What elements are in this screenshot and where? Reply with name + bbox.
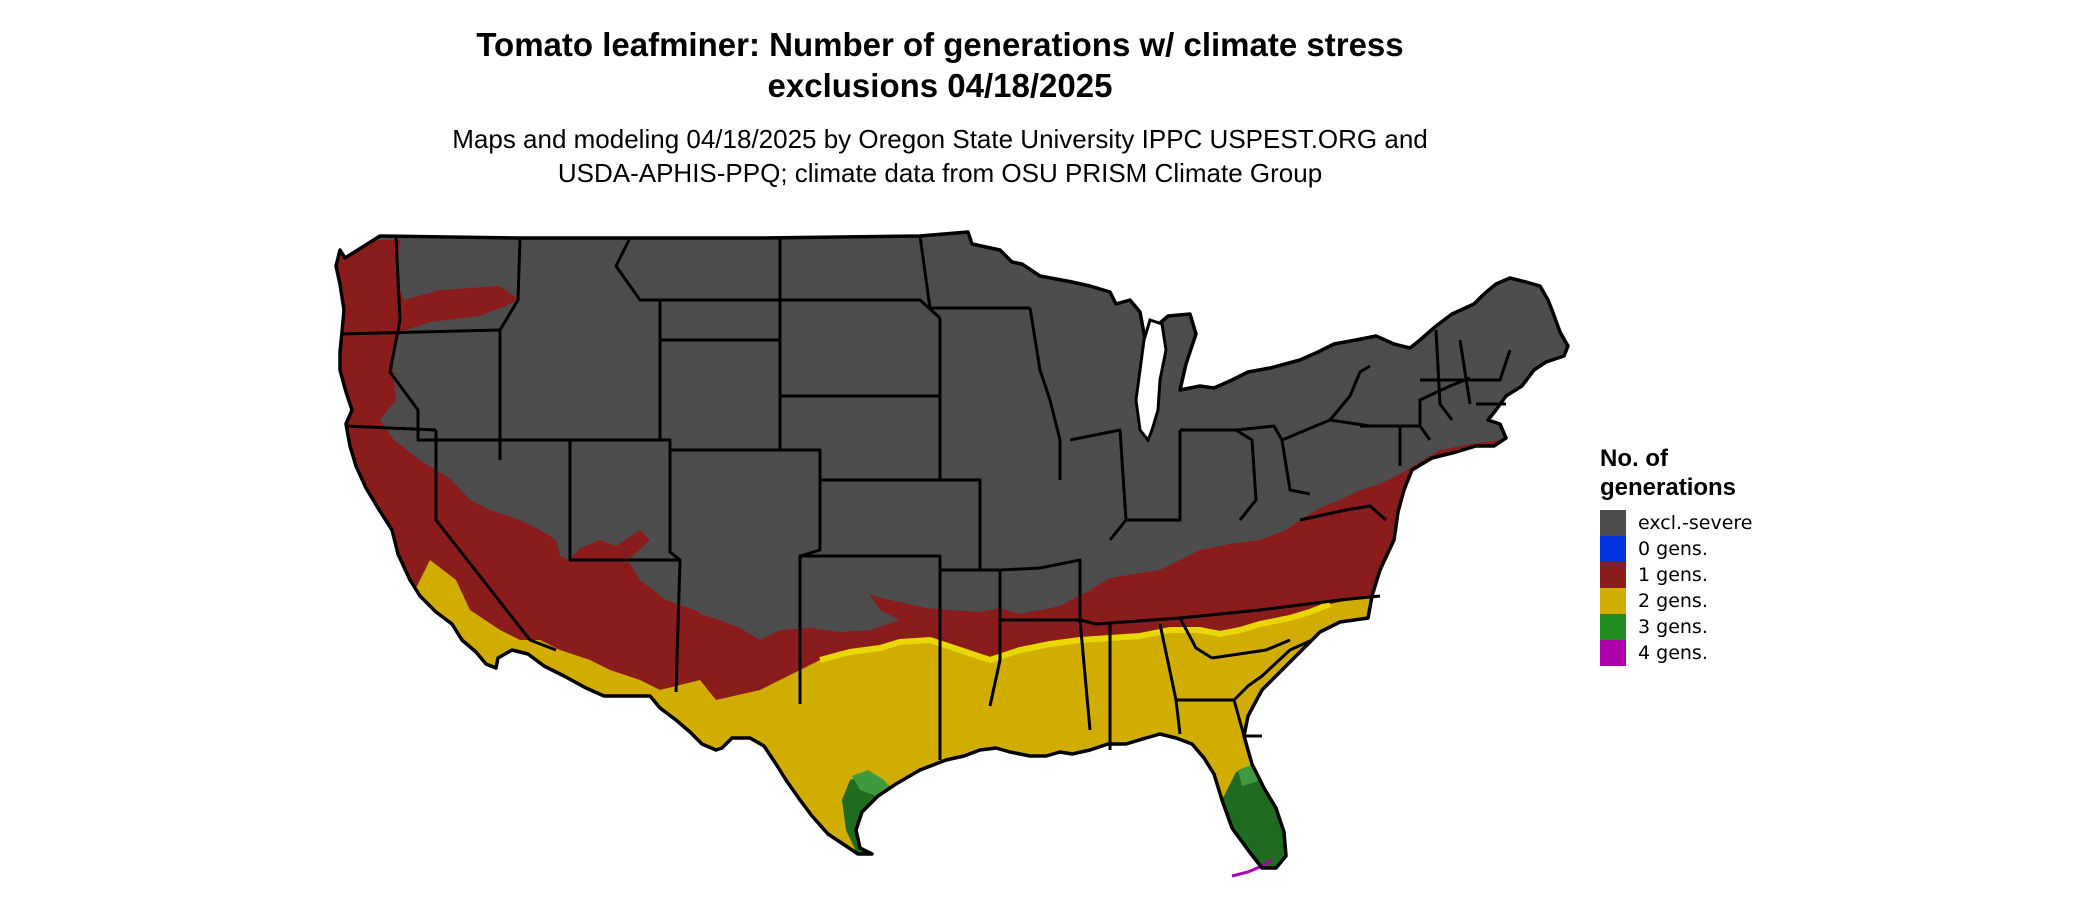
legend-item-excl-severe: excl.-severe: [1600, 510, 1753, 536]
map-title: Tomato leafminer: Number of generations …: [0, 24, 1880, 106]
map-title-line-1: Tomato leafminer: Number of generations …: [476, 26, 1404, 63]
legend-swatch: [1600, 510, 1626, 536]
legend-swatch: [1600, 640, 1626, 666]
legend-swatch: [1600, 588, 1626, 614]
legend-label: 1 gens.: [1638, 564, 1708, 586]
legend-label: 3 gens.: [1638, 616, 1708, 638]
map-subtitle: Maps and modeling 04/18/2025 by Oregon S…: [0, 122, 1880, 190]
legend-item-3-gens: 3 gens.: [1600, 614, 1753, 640]
legend-item-2-gens: 2 gens.: [1600, 588, 1753, 614]
zone-excluded-texas-panhandle: [680, 560, 900, 640]
legend-item-4-gens: 4 gens.: [1600, 640, 1753, 666]
legend-label: 0 gens.: [1638, 538, 1708, 560]
map-subtitle-line-2: USDA-APHIS-PPQ; climate data from OSU PR…: [557, 158, 1323, 188]
zone-2gen-fringe: [819, 601, 1332, 664]
legend-item-1-gens: 1 gens.: [1600, 562, 1753, 588]
legend-title: No. of generations: [1600, 444, 1753, 502]
map-title-line-2: exclusions 04/18/2025: [767, 67, 1113, 104]
map-subtitle-line-1: Maps and modeling 04/18/2025 by Oregon S…: [452, 124, 1428, 154]
legend-label: 4 gens.: [1638, 642, 1708, 664]
state-borders: [341, 235, 1512, 760]
legend-item-0-gens: 0 gens.: [1600, 536, 1753, 562]
legend-label: excl.-severe: [1638, 512, 1753, 534]
legend-swatch: [1600, 536, 1626, 562]
legend-items: excl.-severe 0 gens. 1 gens. 2 gens. 3 g…: [1600, 510, 1753, 666]
us-generations-map: [334, 230, 1570, 878]
lake-michigan: [1134, 318, 1168, 443]
zone-excluded-great-basin-south: [440, 430, 1100, 580]
legend-title-line-1: No. of: [1600, 445, 1668, 472]
legend: No. of generations excl.-severe 0 gens. …: [1600, 444, 1753, 666]
legend-swatch: [1600, 614, 1626, 640]
legend-label: 2 gens.: [1638, 590, 1708, 612]
legend-title-line-2: generations: [1600, 474, 1737, 501]
legend-swatch: [1600, 562, 1626, 588]
zone-4gen-florida-keys: [1231, 858, 1273, 878]
zone-3gen-south-texas-light: [852, 770, 894, 796]
